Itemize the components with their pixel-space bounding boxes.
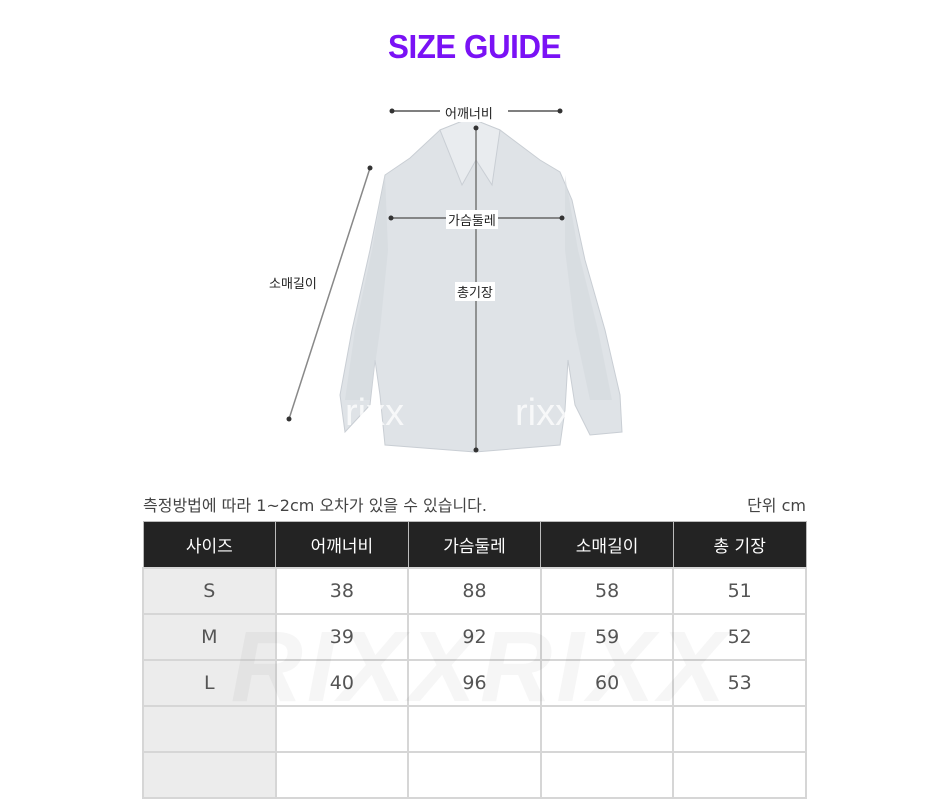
watermark-right: rixx <box>515 392 575 434</box>
table-cell: 60 <box>539 659 675 707</box>
table-cell: 53 <box>672 659 807 707</box>
table-cell: 52 <box>672 613 807 661</box>
table-row: S 38 88 58 51 <box>142 567 807 615</box>
table-cell: 59 <box>539 613 675 661</box>
size-cell <box>142 751 277 799</box>
header-length: 총 기장 <box>672 521 807 569</box>
header-sleeve: 소매길이 <box>540 521 674 569</box>
header-shoulder: 어깨너비 <box>275 521 409 569</box>
unit-label: 단위 cm <box>747 496 806 515</box>
size-table: 사이즈 어깨너비 가슴둘레 소매길이 총 기장 S 38 88 58 51 M … <box>142 521 807 799</box>
table-cell: 38 <box>274 567 410 615</box>
table-cell: 39 <box>274 613 410 661</box>
sleeve-measure-line <box>286 165 373 422</box>
header-size: 사이즈 <box>142 521 277 569</box>
sleeve-label: 소매길이 <box>269 277 317 292</box>
table-cell <box>274 705 410 753</box>
table-row: L 40 96 60 53 <box>142 659 807 707</box>
measurement-note: 측정방법에 따라 1~2cm 오차가 있을 수 있습니다. <box>143 496 487 515</box>
table-cell <box>539 705 675 753</box>
header-chest: 가슴둘레 <box>407 521 542 569</box>
table-header-row: 사이즈 어깨너비 가슴둘레 소매길이 총 기장 <box>142 521 807 569</box>
table-row: M 39 92 59 52 <box>142 613 807 661</box>
table-cell: 51 <box>672 567 807 615</box>
page-title: SIZE GUIDE <box>388 28 561 65</box>
chest-label: 가슴둘레 <box>446 210 498 229</box>
size-cell <box>142 705 277 753</box>
shoulder-measure-line <box>389 108 563 114</box>
table-cell: 88 <box>407 567 542 615</box>
table-row <box>142 751 807 799</box>
table-cell: 58 <box>539 567 675 615</box>
table-cell <box>407 751 542 799</box>
shoulder-label: 어깨너비 <box>443 103 495 122</box>
table-cell <box>407 705 542 753</box>
table-cell <box>539 751 675 799</box>
table-cell: 96 <box>407 659 542 707</box>
shirt-diagram <box>286 108 623 453</box>
table-cell: 40 <box>274 659 410 707</box>
table-cell <box>672 751 807 799</box>
size-cell: S <box>142 567 277 615</box>
watermark-left: rixx <box>345 392 405 434</box>
table-cell <box>274 751 410 799</box>
table-cell <box>672 705 807 753</box>
table-cell: 92 <box>407 613 542 661</box>
size-cell: L <box>142 659 277 707</box>
length-label: 총기장 <box>455 282 495 301</box>
size-cell: M <box>142 613 277 661</box>
table-row <box>142 705 807 753</box>
